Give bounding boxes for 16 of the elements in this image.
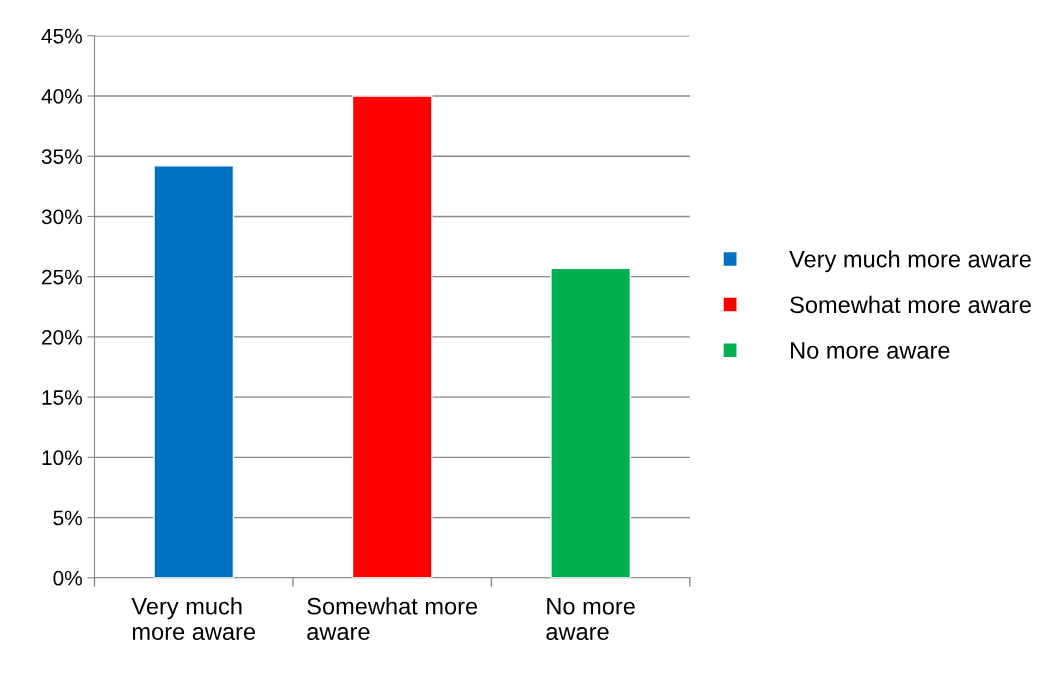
- x-tick-label: No more aware: [546, 598, 635, 641]
- y-tick-label: 10%: [42, 450, 82, 466]
- legend-label: No more aware: [791, 342, 950, 359]
- y-tick-label: 15%: [42, 390, 82, 405]
- y-tick-label: 35%: [41, 149, 82, 164]
- y-tick-label: 5%: [53, 510, 82, 526]
- y-tick-label: 40%: [41, 89, 82, 104]
- y-tick-label: 0%: [53, 570, 82, 586]
- y-tick-label: 20%: [42, 329, 82, 345]
- y-tick-label: 25%: [42, 269, 82, 285]
- legend-label: Very much more aware: [789, 250, 1031, 273]
- y-tick-label: 45%: [41, 28, 82, 44]
- y-tick-label: 30%: [41, 209, 82, 225]
- x-tick-label: Very much more aware: [131, 597, 256, 641]
- x-tick-label: Somewhat more aware: [307, 597, 478, 641]
- legend-label: Somewhat more aware: [790, 295, 1031, 314]
